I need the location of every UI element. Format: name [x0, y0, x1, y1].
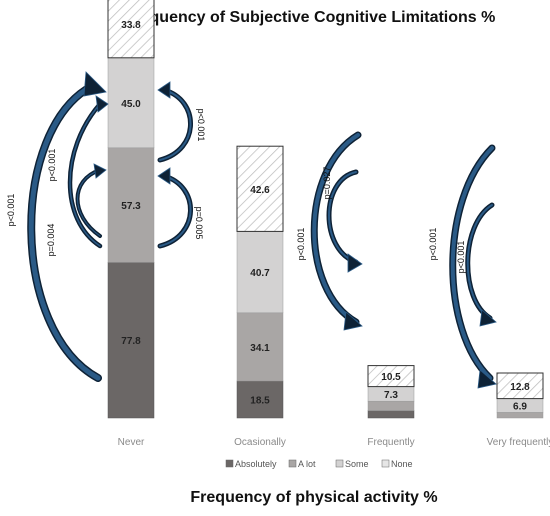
arrow-never-absolutely-to-none-outline [27, 82, 102, 382]
arrow-never-some-to-none-outline [157, 87, 193, 163]
legend-swatch-a-lot [288, 459, 297, 468]
p-value-label-9: p<0.001 [456, 241, 466, 274]
data-label-ocasionally-some: 40.7 [250, 268, 270, 279]
arrow-never-some-to-none [159, 89, 192, 161]
p-value-label-5: p=0.005 [194, 207, 204, 240]
arrow-frequently-none-to-some [328, 171, 357, 263]
bar-ocasionally-none [236, 145, 284, 232]
arrow-vf-none-to-some [466, 204, 493, 319]
data-label-frequently-some: 7.3 [384, 390, 398, 401]
data-label-ocasionally-absolutely: 18.5 [250, 396, 270, 407]
p-value-label-2: p<0.001 [47, 149, 57, 182]
data-label-never-none: 33.8 [121, 20, 141, 31]
arrow-never-absolutely-to-none-head [83, 71, 107, 97]
data-label-very-frequently-some: 6.9 [513, 402, 527, 413]
bar-frequently-absolutely [367, 410, 415, 419]
p-value-label-3: p=0.004 [46, 224, 56, 257]
category-label-very-frequently: Very frequently [487, 437, 550, 448]
legend-label-some: Some [345, 459, 369, 469]
p-value-label-6: p<0.001 [296, 228, 306, 261]
data-label-very-frequently-none: 12.8 [510, 382, 530, 393]
arrow-never-alot-to-some-right-outline [157, 173, 193, 249]
p-value-label-7: p=0.027 [322, 167, 332, 200]
chart-title: Frequency of Subjective Cognitive Limita… [125, 9, 496, 26]
category-label-never: Never [118, 437, 145, 448]
p-value-label-1: p<0.001 [6, 194, 16, 227]
category-label-ocasionally: Ocasionally [234, 437, 286, 448]
p-value-label-4: p<0.001 [196, 109, 206, 142]
bar-frequently-a-lot [367, 400, 415, 411]
arrow-never-alot-to-some [77, 169, 101, 237]
data-label-never-some: 45.0 [121, 99, 141, 110]
legend-swatch-none [381, 459, 390, 468]
arrow-frequently-none-to-some-outline [326, 169, 359, 265]
bar-never-none [107, 0, 155, 59]
bar-very-frequently-none [496, 372, 544, 400]
arrow-frequently-none-to-alot-outline [310, 131, 362, 326]
arrow-vf-none-to-some-head [479, 309, 497, 327]
arrow-never-alot-to-none [69, 103, 101, 247]
arrow-frequently-none-to-some-head [347, 253, 363, 273]
x-axis-label: Frequency of physical activity % [190, 489, 437, 506]
bar-ocasionally-some [236, 231, 284, 314]
data-label-never-absolutely: 77.8 [121, 336, 141, 347]
bar-frequently-none [367, 365, 415, 388]
arrow-never-some-to-none-head [157, 81, 171, 99]
legend-swatch-some [335, 459, 344, 468]
legend: Absolutely A lot Some None [225, 459, 413, 469]
arrow-vf-none-to-alot-head [477, 369, 497, 389]
bar-never-a-lot [107, 147, 155, 263]
category-labels: Never Ocasionally Frequently Very frequentl… [118, 437, 550, 448]
arrow-frequently-none-to-alot-head [343, 311, 363, 331]
legend-swatch-absolutely [225, 459, 234, 468]
arrow-never-alot-to-some-head [93, 163, 107, 179]
p-value-label-8: p<0.001 [428, 228, 438, 261]
data-label-never-a-lot: 57.3 [121, 201, 141, 212]
arrow-never-alot-to-none-head [95, 95, 109, 113]
arrow-never-alot-to-some-right [159, 175, 192, 247]
bar-never-absolutely [107, 262, 155, 419]
data-label-frequently-none: 10.5 [381, 372, 401, 383]
arrow-never-absolutely-to-none [28, 83, 101, 381]
p-value-labels: p<0.001 p<0.001 p=0.004 p<0.001 p=0.005 p<0.0… [6, 109, 466, 274]
arrow-frequently-none-to-alot [312, 133, 360, 324]
bars-layer: 77.857.345.033.818.534.140.742.63.74.77.… [107, 0, 544, 419]
arrow-vf-none-to-some-outline [465, 202, 495, 321]
data-label-ocasionally-none: 42.6 [250, 185, 270, 196]
category-label-frequently: Frequently [367, 437, 414, 448]
arrows-layer [27, 71, 497, 389]
data-label-ocasionally-a-lot: 34.1 [250, 343, 270, 354]
arrow-vf-none-to-alot [450, 146, 494, 380]
legend-label-none: None [391, 459, 413, 469]
arrow-never-alot-to-some-right-head [157, 167, 171, 185]
bar-ocasionally-absolutely [236, 380, 284, 419]
bar-ocasionally-a-lot [236, 312, 284, 382]
legend-label-a-lot: A lot [298, 459, 316, 469]
legend-label-absolutely: Absolutely [235, 459, 277, 469]
